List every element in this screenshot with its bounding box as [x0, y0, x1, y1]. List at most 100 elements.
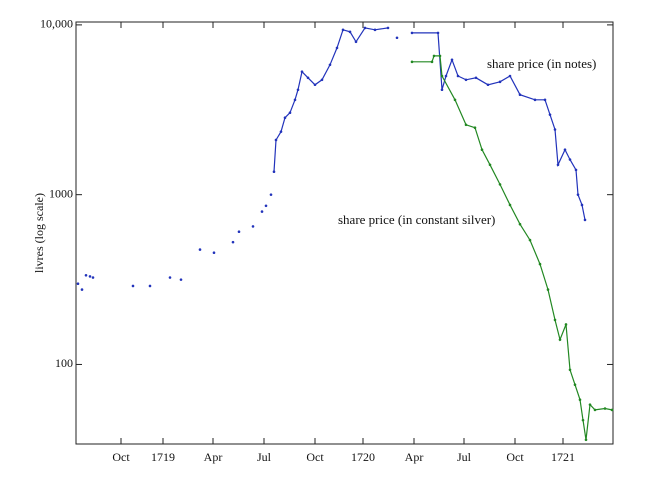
point — [410, 31, 414, 35]
point — [498, 80, 502, 84]
point — [320, 78, 324, 82]
point — [198, 248, 202, 251]
point — [556, 163, 560, 167]
point — [480, 148, 484, 152]
point — [373, 28, 377, 32]
point — [395, 36, 399, 40]
point — [473, 126, 477, 130]
x-tick-label: Oct — [112, 450, 130, 464]
point — [237, 230, 241, 234]
point — [508, 74, 512, 78]
plot-frame — [75, 21, 614, 445]
point — [581, 418, 585, 422]
x-tick-label: Oct — [306, 450, 324, 464]
point — [279, 130, 283, 133]
series-label: share price (in notes) — [487, 56, 596, 71]
point — [212, 251, 216, 255]
point — [179, 278, 183, 281]
point — [438, 54, 442, 58]
point — [580, 203, 584, 207]
point — [293, 98, 297, 102]
y-tick-label: 10,000 — [40, 17, 73, 31]
point — [264, 204, 268, 208]
point — [574, 168, 578, 172]
point — [546, 288, 550, 291]
point — [603, 407, 607, 410]
point — [410, 60, 414, 64]
point — [440, 88, 444, 92]
point — [593, 408, 597, 412]
point — [444, 74, 448, 78]
point — [576, 193, 580, 196]
point — [231, 240, 235, 244]
point — [91, 276, 95, 279]
point — [453, 98, 457, 102]
point — [450, 58, 454, 62]
point — [498, 183, 502, 186]
point — [543, 98, 547, 102]
point — [573, 383, 577, 386]
y-tick-label: 100 — [55, 356, 73, 370]
x-tick-label: 1719 — [151, 450, 175, 464]
point — [610, 408, 614, 412]
point — [488, 163, 492, 167]
x-tick-label: Apr — [405, 450, 424, 464]
point — [464, 78, 468, 82]
y-tick-label: 1000 — [49, 186, 73, 200]
point — [583, 218, 587, 222]
point — [528, 238, 532, 242]
line — [412, 55, 613, 440]
x-tick-label: Jul — [457, 450, 472, 464]
point — [168, 276, 172, 279]
point — [456, 74, 460, 78]
x-tick-label: Jul — [257, 450, 272, 464]
point — [578, 398, 582, 402]
point — [538, 262, 542, 266]
point — [341, 28, 345, 32]
point — [148, 284, 152, 288]
point — [313, 83, 317, 87]
x-tick-label: Oct — [506, 450, 524, 464]
point — [563, 148, 567, 152]
point — [272, 170, 276, 174]
point — [80, 288, 84, 291]
point — [76, 282, 80, 285]
point — [518, 222, 522, 226]
point — [269, 193, 273, 196]
point — [568, 368, 572, 372]
point — [533, 98, 537, 102]
point — [131, 284, 135, 288]
point — [553, 318, 557, 322]
x-tick-label: Apr — [204, 450, 223, 464]
point — [296, 88, 300, 92]
point — [386, 26, 390, 30]
point — [584, 438, 588, 442]
point — [474, 76, 478, 80]
point — [283, 116, 287, 120]
point — [553, 128, 557, 131]
point — [588, 403, 592, 406]
point — [432, 54, 436, 58]
point — [518, 93, 522, 97]
point — [486, 83, 490, 87]
point — [348, 30, 352, 34]
point — [300, 70, 304, 74]
point — [328, 63, 332, 67]
point — [354, 40, 358, 44]
point — [84, 274, 88, 277]
point — [464, 123, 468, 127]
point — [548, 113, 552, 116]
point — [288, 111, 292, 114]
x-tick-label: 1720 — [351, 450, 375, 464]
point — [251, 225, 255, 228]
point — [508, 203, 512, 207]
point — [260, 210, 264, 213]
point — [558, 338, 562, 341]
point — [306, 76, 310, 80]
series-label: share price (in constant silver) — [338, 212, 495, 227]
point — [440, 74, 444, 78]
point — [436, 31, 440, 35]
point — [335, 46, 339, 50]
point — [564, 323, 568, 326]
